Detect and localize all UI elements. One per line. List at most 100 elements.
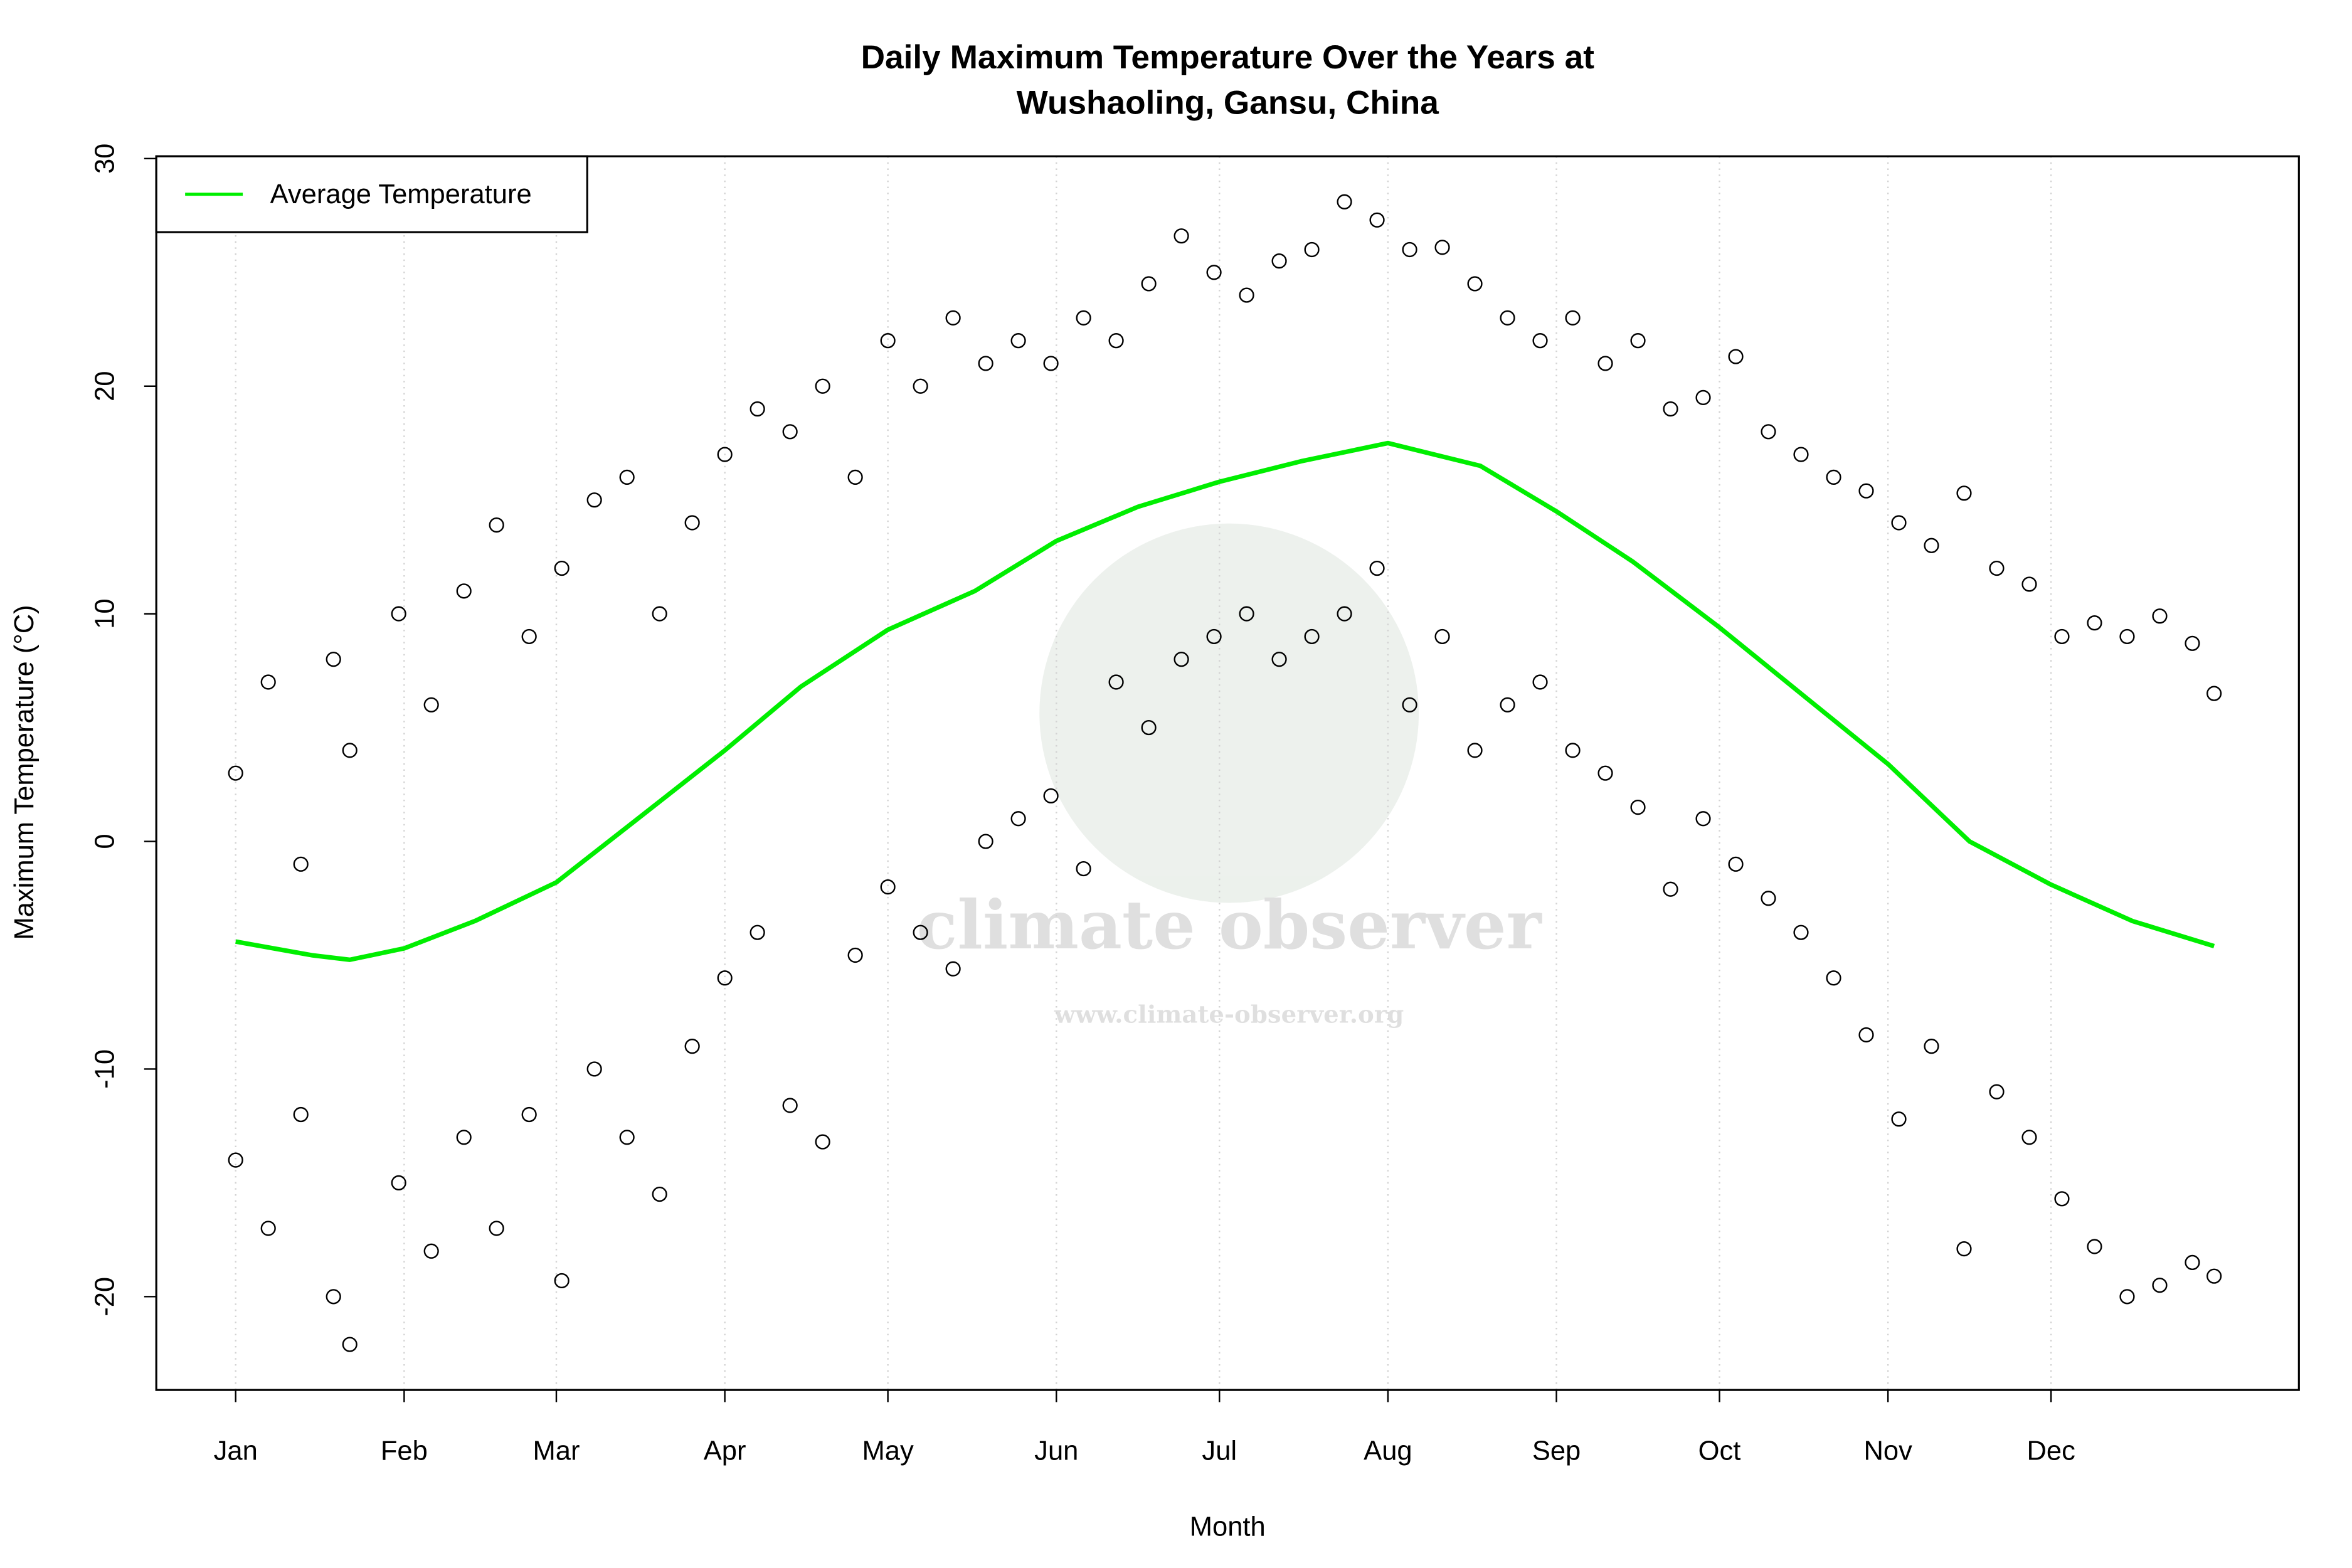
data-point: [1108, 674, 1124, 690]
data-point: [1630, 800, 1646, 815]
data-point: [1793, 447, 1809, 462]
data-point: [1337, 606, 1352, 622]
data-point: [1467, 743, 1483, 758]
data-point: [1043, 788, 1059, 804]
data-point: [1630, 333, 1646, 349]
data-point: [750, 924, 765, 940]
data-point: [228, 765, 243, 781]
data-point: [1369, 560, 1385, 576]
data-point: [684, 1039, 700, 1054]
data-point: [1728, 856, 1744, 872]
data-point: [913, 924, 928, 940]
data-point: [554, 1273, 569, 1289]
data-point: [1239, 606, 1254, 622]
data-point: [456, 583, 472, 599]
data-point: [1108, 333, 1124, 349]
data-point: [1924, 1039, 1939, 1054]
data-point: [782, 1098, 798, 1113]
data-point: [1695, 389, 1711, 405]
data-point: [1271, 253, 1287, 269]
data-point: [342, 1337, 358, 1352]
data-point: [1141, 719, 1157, 736]
watermark-url: www.climate-observer.org: [1054, 1001, 1404, 1029]
data-point: [1695, 811, 1711, 827]
data-point: [1076, 861, 1091, 877]
data-point: [1076, 310, 1091, 326]
data-point: [1010, 811, 1026, 827]
data-point: [2185, 1254, 2200, 1271]
data-point: [2054, 1191, 2070, 1207]
x-tick-label: Nov: [1863, 1436, 1912, 1466]
data-point: [1565, 743, 1581, 758]
data-point: [1173, 228, 1189, 244]
data-point: [1141, 276, 1157, 292]
data-point: [423, 697, 439, 712]
watermark-text: climate observer: [917, 886, 1543, 965]
data-point: [880, 879, 896, 895]
chart-subtitle: Wushaoling, Gansu, China: [1017, 84, 1439, 121]
x-tick-label: Jun: [1034, 1436, 1078, 1466]
data-point: [326, 652, 341, 667]
data-point: [391, 1175, 406, 1190]
average-line: [235, 440, 2215, 962]
data-point: [880, 333, 896, 349]
data-point: [2021, 576, 2037, 592]
y-tick-label: -10: [90, 1049, 120, 1089]
data-point: [1858, 483, 1874, 499]
data-point: [260, 674, 276, 690]
data-point: [750, 401, 765, 417]
data-point: [1532, 333, 1548, 349]
data-point: [1597, 356, 1613, 371]
data-point: [293, 1106, 309, 1123]
data-point: [1434, 240, 1450, 255]
data-point: [2206, 1268, 2222, 1284]
data-point: [1500, 310, 1515, 326]
data-point: [1402, 241, 1417, 258]
data-point: [1434, 628, 1450, 645]
x-tick-label: Jan: [214, 1436, 258, 1466]
data-point: [2206, 686, 2222, 701]
data-point: [2087, 615, 2102, 631]
data-point: [342, 743, 358, 758]
data-point: [2054, 628, 2070, 645]
chart-title: Daily Maximum Temperature Over the Years…: [861, 39, 1595, 76]
data-point: [326, 1289, 341, 1305]
watermark-logo: [1039, 523, 1419, 903]
y-tick-label: 20: [90, 371, 120, 401]
data-point: [1663, 881, 1678, 897]
data-point: [260, 1221, 276, 1236]
data-point: [391, 606, 406, 622]
data-point: [1989, 560, 2005, 576]
data-point: [1010, 333, 1026, 349]
data-point: [1826, 469, 1841, 485]
data-point: [684, 515, 700, 531]
data-point: [1402, 697, 1417, 712]
x-axis-label: Month: [1190, 1512, 1266, 1542]
data-point: [847, 947, 863, 963]
data-point: [1532, 674, 1548, 690]
data-point: [782, 424, 798, 440]
data-point: [293, 856, 309, 872]
data-point: [456, 1130, 472, 1145]
data-point: [815, 378, 830, 394]
data-point: [1337, 194, 1352, 209]
y-tick-label: 10: [90, 598, 120, 628]
data-point: [586, 1061, 602, 1077]
data-point: [2119, 628, 2135, 645]
data-point: [1793, 924, 1809, 940]
data-point: [652, 606, 667, 622]
data-point: [2185, 635, 2200, 651]
data-point: [1891, 515, 1907, 531]
data-point: [652, 1186, 667, 1202]
points: [228, 194, 2222, 1352]
data-point: [1989, 1084, 2005, 1099]
x-tick-label: Jul: [1202, 1436, 1237, 1466]
x-tick-label: Apr: [704, 1436, 746, 1466]
data-point: [423, 1243, 439, 1259]
data-point: [521, 628, 537, 645]
x-tick-label: Oct: [1698, 1436, 1741, 1466]
data-point: [2021, 1130, 2037, 1145]
data-point: [1565, 310, 1581, 326]
